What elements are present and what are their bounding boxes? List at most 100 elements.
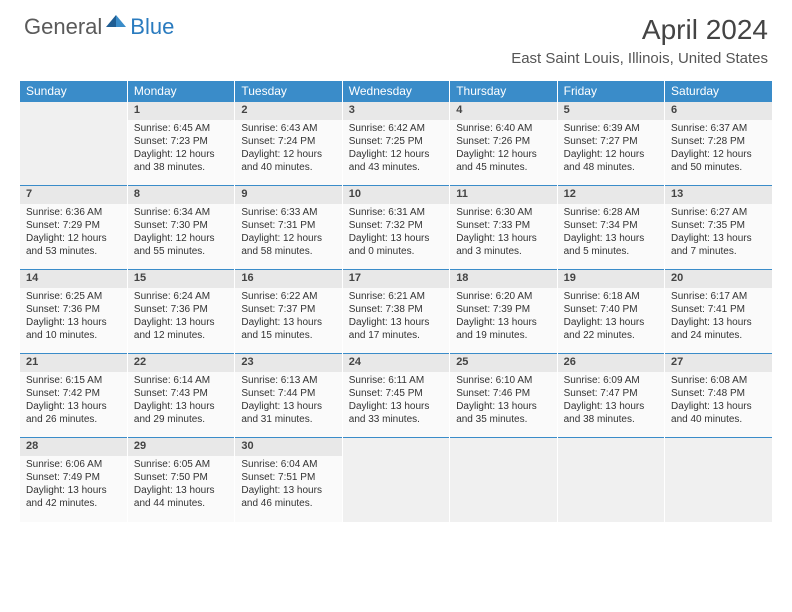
day-number-cell: 13 xyxy=(665,186,772,204)
day-content-cell: Sunrise: 6:40 AMSunset: 7:26 PMDaylight:… xyxy=(450,120,557,186)
day-number-cell: 17 xyxy=(342,270,449,288)
day-number-cell: 18 xyxy=(450,270,557,288)
day-content-cell: Sunrise: 6:21 AMSunset: 7:38 PMDaylight:… xyxy=(342,288,449,354)
sunset-line: Sunset: 7:24 PM xyxy=(241,135,335,148)
daylight-line: Daylight: 13 hours and 33 minutes. xyxy=(349,400,443,426)
sunrise-line: Sunrise: 6:05 AM xyxy=(134,458,228,471)
sunrise-line: Sunrise: 6:08 AM xyxy=(671,374,766,387)
day-content-cell xyxy=(20,120,127,186)
sunset-line: Sunset: 7:40 PM xyxy=(564,303,658,316)
day-number-cell: 11 xyxy=(450,186,557,204)
weekday-header-row: Sunday Monday Tuesday Wednesday Thursday… xyxy=(20,81,772,102)
day-number-cell: 16 xyxy=(235,270,342,288)
daylight-line: Daylight: 13 hours and 10 minutes. xyxy=(26,316,121,342)
day-number-cell xyxy=(342,438,449,456)
sunrise-line: Sunrise: 6:24 AM xyxy=(134,290,228,303)
day-number-cell: 6 xyxy=(665,102,772,120)
daylight-line: Daylight: 13 hours and 31 minutes. xyxy=(241,400,335,426)
content-row: Sunrise: 6:45 AMSunset: 7:23 PMDaylight:… xyxy=(20,120,772,186)
month-title: April 2024 xyxy=(511,14,768,46)
day-content-cell: Sunrise: 6:22 AMSunset: 7:37 PMDaylight:… xyxy=(235,288,342,354)
day-number-cell: 29 xyxy=(127,438,234,456)
logo-mark-icon xyxy=(106,13,128,36)
day-content-cell: Sunrise: 6:04 AMSunset: 7:51 PMDaylight:… xyxy=(235,456,342,522)
day-number-cell: 2 xyxy=(235,102,342,120)
daylight-line: Daylight: 13 hours and 46 minutes. xyxy=(241,484,335,510)
sunset-line: Sunset: 7:46 PM xyxy=(456,387,550,400)
sunrise-line: Sunrise: 6:06 AM xyxy=(26,458,121,471)
day-content-cell: Sunrise: 6:11 AMSunset: 7:45 PMDaylight:… xyxy=(342,372,449,438)
sunrise-line: Sunrise: 6:36 AM xyxy=(26,206,121,219)
sunrise-line: Sunrise: 6:14 AM xyxy=(134,374,228,387)
day-content-cell xyxy=(342,456,449,522)
sunset-line: Sunset: 7:41 PM xyxy=(671,303,766,316)
sunrise-line: Sunrise: 6:20 AM xyxy=(456,290,550,303)
weekday-header: Wednesday xyxy=(342,81,449,102)
sunrise-line: Sunrise: 6:37 AM xyxy=(671,122,766,135)
weekday-header: Monday xyxy=(127,81,234,102)
sunrise-line: Sunrise: 6:40 AM xyxy=(456,122,550,135)
weekday-header: Tuesday xyxy=(235,81,342,102)
day-number-cell: 30 xyxy=(235,438,342,456)
day-number-cell: 3 xyxy=(342,102,449,120)
sunrise-line: Sunrise: 6:28 AM xyxy=(564,206,658,219)
sunrise-line: Sunrise: 6:34 AM xyxy=(134,206,228,219)
title-block: April 2024 East Saint Louis, Illinois, U… xyxy=(511,14,768,67)
day-number-cell: 1 xyxy=(127,102,234,120)
daylight-line: Daylight: 13 hours and 5 minutes. xyxy=(564,232,658,258)
daynum-row: 14151617181920 xyxy=(20,270,772,288)
day-content-cell xyxy=(450,456,557,522)
daylight-line: Daylight: 12 hours and 40 minutes. xyxy=(241,148,335,174)
day-number-cell: 20 xyxy=(665,270,772,288)
sunset-line: Sunset: 7:25 PM xyxy=(349,135,443,148)
sunrise-line: Sunrise: 6:42 AM xyxy=(349,122,443,135)
day-number-cell: 24 xyxy=(342,354,449,372)
day-number-cell: 25 xyxy=(450,354,557,372)
daynum-row: 78910111213 xyxy=(20,186,772,204)
day-number-cell: 7 xyxy=(20,186,127,204)
day-content-cell: Sunrise: 6:45 AMSunset: 7:23 PMDaylight:… xyxy=(127,120,234,186)
day-content-cell: Sunrise: 6:20 AMSunset: 7:39 PMDaylight:… xyxy=(450,288,557,354)
day-number-cell: 12 xyxy=(557,186,664,204)
day-number-cell xyxy=(20,102,127,120)
daylight-line: Daylight: 13 hours and 22 minutes. xyxy=(564,316,658,342)
day-number-cell: 9 xyxy=(235,186,342,204)
day-number-cell: 14 xyxy=(20,270,127,288)
sunset-line: Sunset: 7:30 PM xyxy=(134,219,228,232)
sunrise-line: Sunrise: 6:04 AM xyxy=(241,458,335,471)
sunset-line: Sunset: 7:48 PM xyxy=(671,387,766,400)
sunset-line: Sunset: 7:45 PM xyxy=(349,387,443,400)
day-content-cell: Sunrise: 6:18 AMSunset: 7:40 PMDaylight:… xyxy=(557,288,664,354)
day-content-cell: Sunrise: 6:27 AMSunset: 7:35 PMDaylight:… xyxy=(665,204,772,270)
daylight-line: Daylight: 13 hours and 44 minutes. xyxy=(134,484,228,510)
day-content-cell: Sunrise: 6:17 AMSunset: 7:41 PMDaylight:… xyxy=(665,288,772,354)
content-row: Sunrise: 6:06 AMSunset: 7:49 PM Daylight:… xyxy=(20,456,772,522)
day-content-cell: Sunrise: 6:30 AMSunset: 7:33 PMDaylight:… xyxy=(450,204,557,270)
sunset-line: Sunset: 7:39 PM xyxy=(456,303,550,316)
sunset-line: Sunset: 7:49 PM xyxy=(26,471,121,484)
day-number-cell: 28 xyxy=(20,438,127,456)
day-content-cell: Sunrise: 6:33 AMSunset: 7:31 PMDaylight:… xyxy=(235,204,342,270)
sunrise-line: Sunrise: 6:13 AM xyxy=(241,374,335,387)
daylight-line: Daylight: 12 hours and 58 minutes. xyxy=(241,232,335,258)
day-content-cell: Sunrise: 6:42 AMSunset: 7:25 PMDaylight:… xyxy=(342,120,449,186)
daylight-line: Daylight: 13 hours and 19 minutes. xyxy=(456,316,550,342)
daylight-line: Daylight: 13 hours and 40 minutes. xyxy=(671,400,766,426)
daylight-line: Daylight: 12 hours and 43 minutes. xyxy=(349,148,443,174)
sunrise-line: Sunrise: 6:21 AM xyxy=(349,290,443,303)
sunrise-line: Sunrise: 6:17 AM xyxy=(671,290,766,303)
daylight-line: Daylight: 12 hours and 50 minutes. xyxy=(671,148,766,174)
day-content-cell: Sunrise: 6:10 AMSunset: 7:46 PMDaylight:… xyxy=(450,372,557,438)
sunrise-line: Sunrise: 6:09 AM xyxy=(564,374,658,387)
content-row: Sunrise: 6:25 AMSunset: 7:36 PMDaylight:… xyxy=(20,288,772,354)
day-number-cell: 19 xyxy=(557,270,664,288)
sunrise-line: Sunrise: 6:31 AM xyxy=(349,206,443,219)
sunrise-line: Sunrise: 6:25 AM xyxy=(26,290,121,303)
weekday-header: Friday xyxy=(557,81,664,102)
sunrise-line: Sunrise: 6:27 AM xyxy=(671,206,766,219)
day-number-cell: 23 xyxy=(235,354,342,372)
daylight-line: Daylight: 13 hours and 35 minutes. xyxy=(456,400,550,426)
sunrise-line: Sunrise: 6:45 AM xyxy=(134,122,228,135)
sunset-line: Sunset: 7:36 PM xyxy=(26,303,121,316)
daylight-line: Daylight: 13 hours and 26 minutes. xyxy=(26,400,121,426)
